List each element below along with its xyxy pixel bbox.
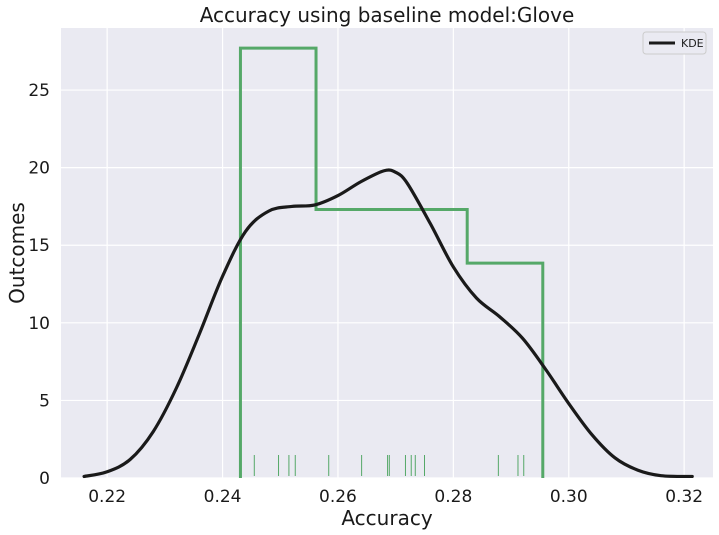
y-tick-label: 25 [28,81,50,101]
x-tick-label: 0.32 [665,487,703,507]
y-tick-label: 10 [28,314,50,334]
x-tick-label: 0.30 [550,487,588,507]
plot-background [61,28,713,478]
x-tick-label: 0.22 [88,487,126,507]
kde-line [82,168,694,479]
y-tick-label: 5 [39,391,50,411]
y-axis-label: Outcomes [5,202,29,304]
kde-series [82,168,694,479]
legend-kde-label: KDE [681,37,704,50]
x-axis-label: Accuracy [341,506,432,530]
y-tick-label: 0 [39,469,50,489]
x-tick-label: 0.24 [204,487,242,507]
x-tick-labels: 0.22 0.24 0.26 0.28 0.30 0.32 [88,487,703,507]
rug-marks [253,455,525,476]
histogram-step-outline [238,46,545,478]
legend: KDE [642,31,707,55]
histogram [238,46,545,478]
x-tick-label: 0.26 [319,487,357,507]
x-tick-label: 0.28 [434,487,472,507]
grid [61,28,713,479]
y-tick-label: 20 [28,159,50,179]
chart-title: Accuracy using baseline model:Glove [200,3,575,27]
y-tick-label: 15 [28,236,50,256]
y-tick-labels: 0 5 10 15 20 25 [28,81,50,489]
